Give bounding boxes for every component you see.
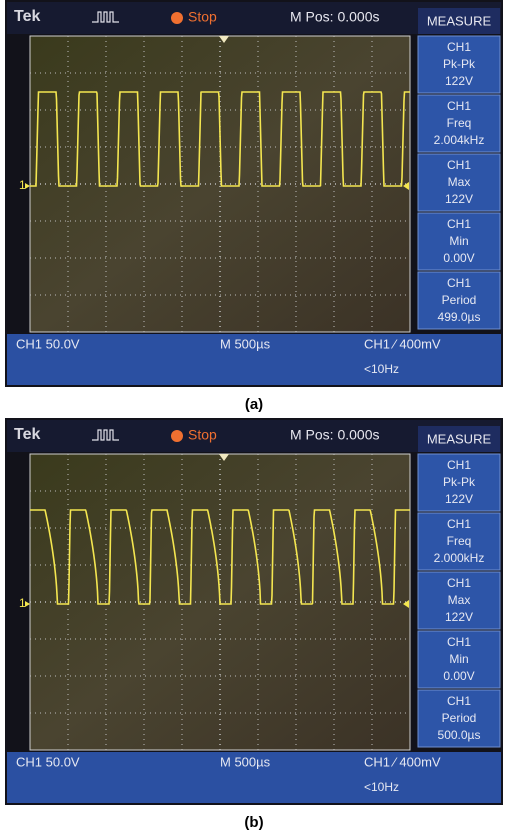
measure-box: [417, 571, 501, 630]
trigger-frequency: <10Hz: [364, 780, 399, 794]
caption: (b): [244, 814, 263, 831]
trigger-position-marker: [219, 36, 229, 43]
channel-marker: 1: [19, 178, 26, 192]
trigger-position-marker: [219, 454, 229, 461]
measure-channel: CH1: [447, 517, 471, 531]
timebase: M 500µs: [220, 336, 271, 351]
measure-title: MEASURE: [427, 13, 492, 28]
brand: Tek: [14, 426, 40, 443]
measure-label: Freq: [447, 116, 472, 130]
measure-value: 2.000kHz: [434, 551, 485, 565]
channel-arrow: [25, 601, 30, 607]
trigger-level-arrow: [403, 600, 409, 608]
brand: Tek: [14, 8, 40, 25]
measure-box: [417, 630, 501, 689]
run-status: Stop: [188, 9, 217, 25]
measure-label: Max: [448, 175, 471, 189]
measure-box: [417, 512, 501, 571]
measure-channel: CH1: [447, 635, 471, 649]
channel-scale: CH1 50.0V: [16, 336, 80, 351]
position: M Pos: 0.000s: [290, 9, 380, 25]
measure-label: Pk-Pk: [443, 57, 476, 71]
measure-value: 122V: [445, 492, 473, 506]
trigger-level-arrow: [403, 182, 409, 190]
measure-value: 122V: [445, 192, 473, 206]
measure-label: Min: [449, 652, 468, 666]
waveform-trace: [30, 509, 410, 605]
measure-title: MEASURE: [427, 431, 492, 446]
measure-label: Max: [448, 593, 471, 607]
measure-box: [417, 453, 501, 512]
position: M Pos: 0.000s: [290, 427, 380, 443]
measure-channel: CH1: [447, 458, 471, 472]
acquire-icon: [92, 11, 119, 23]
measure-channel: CH1: [447, 40, 471, 54]
measure-box: [417, 94, 501, 153]
measure-channel: CH1: [447, 276, 471, 290]
measure-label: Period: [442, 711, 477, 725]
measure-label: Period: [442, 293, 477, 307]
measure-label: Pk-Pk: [443, 475, 476, 489]
measure-value: 499.0µs: [438, 310, 481, 324]
channel-marker: 1: [19, 596, 26, 610]
measure-channel: CH1: [447, 99, 471, 113]
measure-header: [418, 426, 500, 452]
measure-value: 0.00V: [443, 669, 474, 683]
measure-value: 500.0µs: [438, 728, 481, 742]
measure-value: 0.00V: [443, 251, 474, 265]
bottom-bar: [7, 334, 501, 385]
measure-channel: CH1: [447, 694, 471, 708]
acquire-icon: [92, 429, 119, 441]
measure-box: [417, 271, 501, 330]
run-indicator: [171, 430, 183, 442]
measure-channel: CH1: [447, 576, 471, 590]
run-indicator: [171, 12, 183, 24]
waveform-trace: [30, 91, 410, 187]
measure-box: [417, 35, 501, 94]
bottom-bar: [7, 752, 501, 803]
run-status: Stop: [188, 427, 217, 443]
measure-channel: CH1: [447, 217, 471, 231]
channel-scale: CH1 50.0V: [16, 754, 80, 769]
measure-value: 122V: [445, 610, 473, 624]
trigger-setting: CH1 ∕ 400mV: [364, 754, 441, 769]
measure-channel: CH1: [447, 158, 471, 172]
measure-label: Freq: [447, 534, 472, 548]
caption: (a): [245, 396, 263, 413]
measure-box: [417, 689, 501, 748]
measure-value: 122V: [445, 74, 473, 88]
timebase: M 500µs: [220, 754, 271, 769]
measure-box: [417, 212, 501, 271]
measure-header: [418, 8, 500, 34]
measure-box: [417, 153, 501, 212]
measure-value: 2.004kHz: [434, 133, 485, 147]
measure-label: Min: [449, 234, 468, 248]
trigger-frequency: <10Hz: [364, 362, 399, 376]
trigger-setting: CH1 ∕ 400mV: [364, 336, 441, 351]
channel-arrow: [25, 183, 30, 189]
